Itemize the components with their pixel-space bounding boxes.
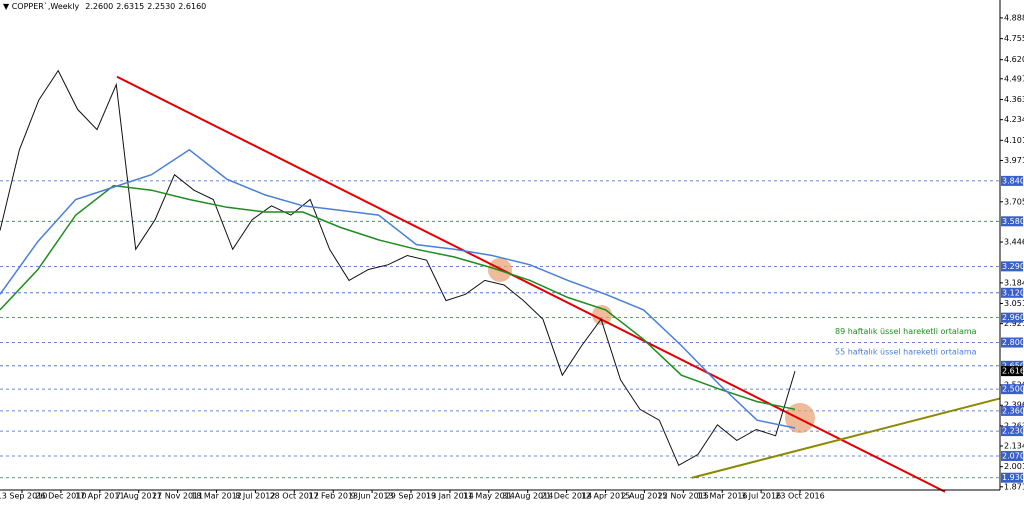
annotation: 55 haftalık üssel hareketli ortalama xyxy=(835,347,977,356)
x-tick-label: 27 Nov 2011 xyxy=(152,492,203,501)
level-label: 3.2900 xyxy=(1002,262,1024,271)
y-tick-label: 4.7555 xyxy=(1004,34,1024,43)
x-tick-label: 23 Oct 2016 xyxy=(775,492,824,501)
close: 2.6160 xyxy=(178,2,206,11)
level-tag xyxy=(1001,287,1023,298)
trendline xyxy=(116,75,946,493)
y-tick-label: 4.8885 xyxy=(1004,13,1024,22)
x-tick-label: 8 Jul 2012 xyxy=(235,492,275,501)
y-tick-label: 4.4970 xyxy=(1004,74,1024,83)
x-tick-label: 12 Apr 2015 xyxy=(581,492,630,501)
level-tag xyxy=(1001,426,1023,437)
x-tick-label: 29 Sep 2013 xyxy=(386,492,437,501)
level-tag xyxy=(1001,337,1023,348)
level-tag xyxy=(1001,312,1023,323)
x-tick-label: 17 Apr 2011 xyxy=(75,492,124,501)
x-tick-label: 19 Jan 2014 xyxy=(426,492,474,501)
high: 2.6315 xyxy=(116,2,144,11)
x-tick-label: 21 Dec 2014 xyxy=(541,492,592,501)
level-tag xyxy=(1001,450,1023,461)
y-tick-label: 2.0010 xyxy=(1004,462,1024,471)
x-tick-label: 17 Feb 2013 xyxy=(308,492,358,501)
level-tag xyxy=(1001,360,1023,371)
y-tick-label: 2.9215 xyxy=(1004,319,1024,328)
y-tick-label: 3.0510 xyxy=(1004,299,1024,308)
level-label: 2.2300 xyxy=(1002,427,1024,436)
level-label: 2.8000 xyxy=(1002,338,1024,347)
level-label: 2.5000 xyxy=(1002,385,1024,394)
series-line xyxy=(0,69,796,467)
x-tick-label: 13 Mar 2016 xyxy=(697,492,748,501)
y-tick-label: 2.1340 xyxy=(1004,442,1024,451)
plot xyxy=(0,69,1001,493)
x-tick-label: 3 Jul 2016 xyxy=(741,492,781,501)
trendline xyxy=(691,397,1001,479)
low: 2.2530 xyxy=(147,2,175,11)
y-tick-label: 1.8715 xyxy=(1004,482,1024,491)
y-tick-label: 3.9715 xyxy=(1004,156,1024,165)
x-tick-label: 7 Aug 2011 xyxy=(116,492,162,501)
x-tick-label: 28 Oct 2012 xyxy=(270,492,319,501)
y-tick-label: 4.1010 xyxy=(1004,136,1024,145)
level-label: 3.8400 xyxy=(1002,176,1024,185)
level-label: 2.9600 xyxy=(1002,313,1024,322)
symbol: COPPER`,Weekly xyxy=(12,1,80,11)
open: 2.2600 xyxy=(85,2,113,11)
level-tag xyxy=(1001,261,1023,272)
x-tick-label: 9 Jun 2013 xyxy=(351,492,394,501)
y-tick-label: 3.7055 xyxy=(1004,197,1024,206)
y-tick-label: 2.3965 xyxy=(1004,401,1024,410)
y-tick-label: 4.3635 xyxy=(1004,95,1024,104)
level-tag xyxy=(1001,384,1023,395)
level-tag xyxy=(1001,472,1023,483)
series-line xyxy=(0,184,796,411)
x-tick-label: 2 Aug 2015 xyxy=(621,492,667,501)
header: ▼ COPPER`,Weekly 2.2600 2.6315 2.2530 2.6160 xyxy=(3,1,206,11)
x-tick-label: 13 Sep 2010 xyxy=(0,492,47,501)
level-label: 3.1200 xyxy=(1002,288,1024,297)
x-tick-label: 26 Dec 2010 xyxy=(35,492,86,501)
level-label: 2.0700 xyxy=(1002,451,1024,460)
x-tick-label: 31 Aug 2014 xyxy=(502,492,553,501)
y-tick-label: 4.2340 xyxy=(1004,115,1024,124)
level-label: 2.3600 xyxy=(1002,406,1024,415)
level-label: 1.9300 xyxy=(1002,473,1024,482)
y-tick-label: 3.1840 xyxy=(1004,278,1024,287)
y-tick-label: 4.6200 xyxy=(1004,55,1024,64)
x-tick-label: 22 Nov 2015 xyxy=(658,492,709,501)
y-tick-label: 3.4465 xyxy=(1004,238,1024,247)
axis: 4.8885 4.7555 4.6200 4.4970 4.3635 4.2340 4.10… xyxy=(0,13,1024,500)
level-label: 3.5800 xyxy=(1002,217,1024,226)
annotation: 89 haftalık üssel hareketli ortalama xyxy=(835,327,977,336)
level-tag xyxy=(1001,175,1023,186)
level-tag xyxy=(1001,216,1023,227)
x-tick-label: 18 Mar 2012 xyxy=(191,492,242,501)
series-line xyxy=(0,148,796,429)
last-price-label: 2.6160 xyxy=(1002,367,1024,376)
y-tick-label: 2.2635 xyxy=(1004,421,1024,430)
last-price-tag xyxy=(1001,366,1023,377)
x-tick-label: 11 May 2014 xyxy=(463,492,515,501)
level-tag xyxy=(1001,405,1023,416)
level-label: 2.6500 xyxy=(1002,361,1024,370)
header-arrow: ▼ xyxy=(3,2,12,11)
